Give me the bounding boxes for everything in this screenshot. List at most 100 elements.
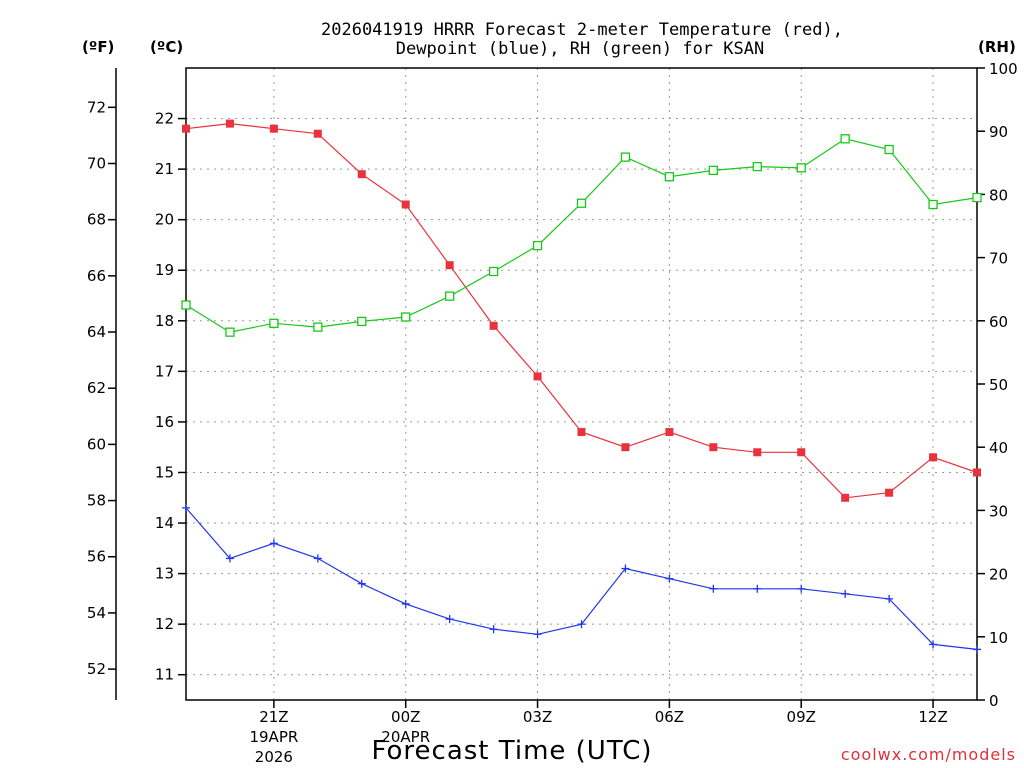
temperature-point bbox=[709, 443, 718, 452]
rh-tick-label: 0 bbox=[989, 692, 999, 710]
temperature-point bbox=[929, 453, 938, 462]
celsius-tick-label: 17 bbox=[155, 362, 174, 380]
rh-line bbox=[185, 138, 978, 333]
temperature-point bbox=[665, 428, 674, 437]
celsius-tick-label: 12 bbox=[155, 615, 174, 633]
rh-point bbox=[225, 327, 235, 337]
rh-point bbox=[357, 316, 367, 327]
rh-point bbox=[928, 199, 938, 210]
celsius-tick-label: 11 bbox=[155, 666, 174, 684]
rh-tick-label: 60 bbox=[989, 313, 1008, 331]
fahrenheit-tick-label: 62 bbox=[87, 379, 106, 397]
temperature-point bbox=[577, 428, 586, 437]
temperature-point bbox=[445, 261, 454, 270]
x-tick-label: 09Z bbox=[787, 708, 816, 726]
dewpoint-point bbox=[885, 594, 894, 603]
fahrenheit-tick-label: 68 bbox=[87, 211, 106, 229]
temperature-point bbox=[621, 443, 630, 452]
x-tick-label: 06Z bbox=[655, 708, 684, 726]
dewpoint-series bbox=[182, 503, 981, 654]
dewpoint-point bbox=[357, 579, 366, 588]
rh-point bbox=[181, 300, 191, 310]
rh-point bbox=[884, 144, 894, 155]
x-tick-label: 03Z bbox=[523, 708, 552, 726]
dewpoint-point bbox=[313, 554, 322, 563]
fahrenheit-tick-label: 54 bbox=[87, 604, 106, 622]
dewpoint-point bbox=[489, 625, 498, 634]
rh-tick-label: 100 bbox=[989, 60, 1018, 78]
rh-tick-label: 70 bbox=[989, 250, 1008, 268]
rh-point bbox=[269, 318, 279, 328]
rh-unit-label: (RH) bbox=[978, 38, 1016, 56]
dewpoint-point bbox=[445, 615, 454, 624]
rh-point bbox=[796, 163, 806, 173]
rh-tick-label: 20 bbox=[989, 566, 1008, 584]
rh-tick-label: 40 bbox=[989, 439, 1008, 457]
rh-point bbox=[445, 291, 455, 301]
x-tick-date: 19APR bbox=[249, 728, 298, 746]
rh-tick-label: 90 bbox=[989, 123, 1008, 141]
temperature-point bbox=[533, 372, 542, 381]
dewpoint-point bbox=[269, 539, 278, 548]
x-axis-label: Forecast Time (UTC) bbox=[371, 736, 652, 766]
temperature-point bbox=[841, 493, 850, 502]
celsius-tick-label: 21 bbox=[155, 160, 174, 178]
x-tick-date: 20APR bbox=[381, 728, 430, 746]
celsius-tick-label: 19 bbox=[155, 261, 174, 279]
rh-series bbox=[181, 134, 982, 337]
x-tick-label: 12Z bbox=[918, 708, 947, 726]
celsius-tick-label: 16 bbox=[155, 413, 174, 431]
dewpoint-point bbox=[665, 574, 674, 583]
celsius-tick-label: 20 bbox=[155, 211, 174, 229]
dewpoint-point bbox=[401, 599, 410, 608]
fahrenheit-tick-label: 72 bbox=[87, 98, 106, 116]
rh-point bbox=[840, 134, 850, 144]
fahrenheit-tick-label: 70 bbox=[87, 155, 106, 173]
dewpoint-point bbox=[929, 640, 938, 649]
temperature-point bbox=[269, 124, 278, 133]
celsius-tick-label: 15 bbox=[155, 463, 174, 481]
x-tick-year: 2026 bbox=[255, 748, 293, 766]
dewpoint-point bbox=[225, 554, 234, 563]
rh-point bbox=[532, 240, 543, 251]
dewpoint-point bbox=[973, 645, 981, 654]
rh-point bbox=[972, 192, 982, 203]
data-series bbox=[181, 119, 982, 654]
x-tick-label: 00Z bbox=[391, 708, 420, 726]
chart-title: 2026041919 HRRR Forecast 2-meter Tempera… bbox=[321, 20, 843, 40]
temperature-point bbox=[489, 321, 498, 330]
temperature-point bbox=[973, 468, 981, 477]
grid-lines bbox=[186, 68, 977, 700]
temperature-point bbox=[225, 119, 234, 128]
axis-ticks: 11 12 13 14 15 16 17 18 19 20 21 22 52 54 56 58 60 62 64 66… bbox=[87, 60, 1018, 766]
dewpoint-point bbox=[533, 630, 542, 639]
temperature-point bbox=[401, 200, 410, 209]
fahrenheit-tick-label: 64 bbox=[87, 323, 106, 341]
dewpoint-point bbox=[621, 564, 630, 573]
temperature-series bbox=[182, 119, 981, 502]
plot-frame bbox=[185, 67, 978, 701]
dewpoint-point bbox=[841, 589, 850, 598]
fahrenheit-tick-label: 58 bbox=[87, 492, 106, 510]
rh-point bbox=[488, 266, 499, 277]
celsius-unit-label: (ºC) bbox=[150, 38, 183, 56]
fahrenheit-tick-label: 60 bbox=[87, 435, 106, 453]
dewpoint-point bbox=[753, 584, 762, 593]
temperature-line bbox=[185, 122, 978, 499]
dewpoint-point bbox=[577, 620, 586, 629]
rh-tick-label: 80 bbox=[989, 186, 1008, 204]
dewpoint-point bbox=[797, 584, 806, 593]
fahrenheit-tick-label: 52 bbox=[87, 660, 106, 678]
dewpoint-point bbox=[182, 503, 190, 512]
x-tick-label: 21Z bbox=[259, 708, 288, 726]
rh-point bbox=[752, 161, 762, 172]
celsius-tick-label: 18 bbox=[155, 312, 174, 330]
temperature-point bbox=[797, 448, 806, 457]
rh-tick-label: 30 bbox=[989, 502, 1008, 520]
rh-point bbox=[576, 198, 587, 208]
rh-point bbox=[664, 172, 675, 182]
fahrenheit-tick-label: 66 bbox=[87, 267, 106, 285]
temperature-point bbox=[357, 170, 366, 179]
celsius-tick-label: 22 bbox=[155, 110, 174, 128]
